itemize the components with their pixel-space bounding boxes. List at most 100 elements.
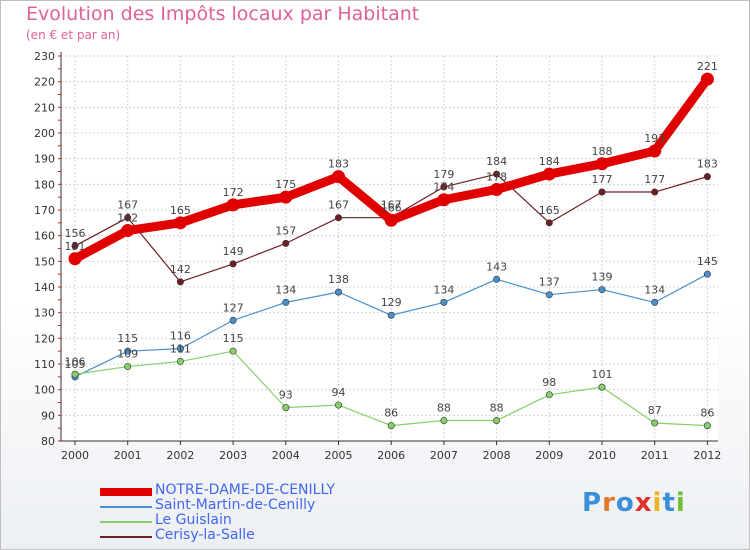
legend-label: Saint-Martin-de-Cenilly xyxy=(155,497,316,513)
data-label: 109 xyxy=(117,348,138,361)
data-point xyxy=(124,363,132,371)
data-label: 221 xyxy=(697,60,718,73)
y-tick-label: 200 xyxy=(34,127,55,140)
y-tick-label: 230 xyxy=(34,50,55,63)
data-point xyxy=(545,219,553,227)
data-label: 177 xyxy=(644,173,665,186)
x-tick-label: 2010 xyxy=(588,449,616,462)
data-point xyxy=(229,316,237,324)
legend-label: Le Guislain xyxy=(155,512,232,528)
data-point xyxy=(176,345,184,353)
legend-swatch xyxy=(100,521,152,523)
data-point xyxy=(282,298,290,306)
data-point xyxy=(703,173,711,181)
data-point xyxy=(595,157,609,171)
x-tick-label: 2005 xyxy=(325,449,353,462)
data-label: 134 xyxy=(275,283,296,296)
y-tick-label: 220 xyxy=(34,76,55,89)
data-point xyxy=(282,404,290,412)
y-tick-label: 130 xyxy=(34,307,55,320)
data-point xyxy=(387,311,395,319)
data-point xyxy=(71,242,79,250)
y-tick-label: 210 xyxy=(34,101,55,114)
legend-label: Cerisy-la-Salle xyxy=(155,527,255,543)
data-point xyxy=(226,198,240,212)
data-label: 86 xyxy=(384,407,398,420)
data-label: 88 xyxy=(490,401,504,414)
data-point xyxy=(440,298,448,306)
data-point xyxy=(651,419,659,427)
data-point xyxy=(334,401,342,409)
data-label: 143 xyxy=(486,260,507,273)
data-label: 134 xyxy=(644,283,665,296)
legend-swatch xyxy=(100,506,152,508)
data-label: 167 xyxy=(381,199,402,212)
x-tick-label: 2003 xyxy=(219,449,247,462)
data-point xyxy=(334,214,342,222)
data-point xyxy=(282,239,290,247)
data-label: 137 xyxy=(539,276,560,289)
data-label: 106 xyxy=(65,355,86,368)
data-label: 142 xyxy=(170,263,191,276)
data-label: 127 xyxy=(223,301,244,314)
legend-swatch xyxy=(100,536,152,538)
data-point xyxy=(437,193,451,207)
data-point xyxy=(124,347,132,355)
data-label: 162 xyxy=(117,212,138,225)
data-point xyxy=(493,170,501,178)
data-point xyxy=(229,347,237,355)
data-label: 157 xyxy=(275,224,296,237)
data-point xyxy=(440,183,448,191)
data-point xyxy=(279,190,293,204)
data-label: 178 xyxy=(486,170,507,183)
data-point xyxy=(387,422,395,430)
data-label: 87 xyxy=(648,404,662,417)
y-tick-label: 190 xyxy=(34,153,55,166)
data-label: 139 xyxy=(592,271,613,284)
data-point xyxy=(124,214,132,222)
data-point xyxy=(598,286,606,294)
data-point xyxy=(598,383,606,391)
data-label: 177 xyxy=(592,173,613,186)
data-label: 183 xyxy=(328,158,349,171)
x-tick-label: 2000 xyxy=(61,449,89,462)
data-point xyxy=(651,298,659,306)
y-tick-label: 90 xyxy=(41,409,55,422)
data-label: 93 xyxy=(279,389,293,402)
data-label: 172 xyxy=(223,186,244,199)
data-label: 165 xyxy=(539,204,560,217)
data-point xyxy=(229,260,237,268)
data-label: 115 xyxy=(117,332,138,345)
y-tick-label: 160 xyxy=(34,230,55,243)
data-label: 179 xyxy=(433,168,454,181)
plot-area xyxy=(61,56,718,441)
data-label: 138 xyxy=(328,273,349,286)
chart-subtitle: (en € et par an) xyxy=(26,28,121,42)
data-label: 111 xyxy=(170,342,191,355)
data-point xyxy=(173,216,187,230)
data-label: 166 xyxy=(381,201,402,214)
data-label: 167 xyxy=(117,199,138,212)
data-point xyxy=(545,291,553,299)
data-label: 165 xyxy=(170,204,191,217)
y-tick-label: 110 xyxy=(34,358,55,371)
x-tick-label: 2002 xyxy=(166,449,194,462)
y-tick-label: 170 xyxy=(34,204,55,217)
data-label: 86 xyxy=(700,407,714,420)
x-tick-label: 2006 xyxy=(377,449,405,462)
data-point xyxy=(648,144,662,158)
data-point xyxy=(440,416,448,424)
data-label: 193 xyxy=(644,132,665,145)
data-label: 134 xyxy=(433,283,454,296)
data-point xyxy=(598,188,606,196)
data-point xyxy=(545,391,553,399)
data-point xyxy=(176,278,184,286)
data-label: 149 xyxy=(223,245,244,258)
x-tick-label: 2001 xyxy=(114,449,142,462)
y-tick-label: 150 xyxy=(34,255,55,268)
data-point xyxy=(493,416,501,424)
data-label: 116 xyxy=(170,330,191,343)
data-label: 175 xyxy=(275,178,296,191)
y-tick-label: 140 xyxy=(34,281,55,294)
